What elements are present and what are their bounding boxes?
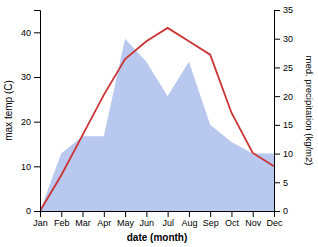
tick: 20 <box>21 117 40 127</box>
tick: 30 <box>274 34 293 44</box>
precip-area <box>40 39 274 211</box>
marks <box>40 28 274 211</box>
x-axis-title: date (month) <box>127 232 188 243</box>
tick-mark <box>274 154 280 155</box>
tick-label: 35 <box>283 5 293 15</box>
tick: 35 <box>274 5 293 15</box>
tick-mark <box>61 211 62 217</box>
tick: Dec <box>266 211 283 228</box>
tick: Jul <box>162 211 174 228</box>
tick-mark <box>104 211 105 217</box>
tick-label: Apr <box>97 218 111 228</box>
tick: 10 <box>274 149 293 159</box>
tick: Oct <box>225 211 240 228</box>
tick-label: 0 <box>26 206 31 216</box>
tick: Jan <box>33 211 48 228</box>
tick-label: Jan <box>33 218 48 228</box>
tick-label: 40 <box>21 28 31 38</box>
tick-mark <box>274 96 280 97</box>
plot-area: JanFebMarAprMayJunJulAugSepOctNovDec0102… <box>3 5 315 243</box>
tick: May <box>117 211 135 228</box>
tick-mark <box>189 211 190 217</box>
y-axis: 0 10 20 30 40 <box>21 11 41 217</box>
tick-label: Jun <box>140 218 155 228</box>
tick-label: Mar <box>75 218 91 228</box>
tick-label: 20 <box>283 92 293 102</box>
tick: 15 <box>274 120 293 130</box>
y2-axis-title: med. precipitation (kg/m2) <box>304 56 315 166</box>
tick-label: Oct <box>225 218 240 228</box>
tick-label: 30 <box>283 34 293 44</box>
tick-mark <box>34 211 40 212</box>
tick: Nov <box>245 211 262 228</box>
tick-label: 10 <box>283 149 293 159</box>
tick-mark <box>274 39 280 40</box>
tick-mark <box>274 125 280 126</box>
tick-label: 10 <box>21 162 31 172</box>
y2-axis: 0 5 10 15 20 25 30 35 <box>274 5 293 216</box>
tick-label: Feb <box>54 218 70 228</box>
tick: Feb <box>54 211 70 228</box>
tick-label: Aug <box>181 218 197 228</box>
tick-label: 20 <box>21 117 31 127</box>
tick: 5 <box>274 178 288 188</box>
tick-mark <box>146 211 147 217</box>
tick: Apr <box>97 211 111 228</box>
tick-label: 25 <box>283 63 293 73</box>
tick: 0 <box>26 206 40 216</box>
tick: 10 <box>21 162 40 172</box>
chart-container: JanFebMarAprMayJunJulAugSepOctNovDec0102… <box>0 0 318 247</box>
tick: Mar <box>75 211 91 228</box>
tick-label: 30 <box>21 72 31 82</box>
tick-label: Dec <box>266 218 283 228</box>
tick-label: 15 <box>283 120 293 130</box>
tick-label: Jul <box>162 218 174 228</box>
tick-mark <box>253 211 254 217</box>
tick-mark <box>34 122 40 123</box>
tick-mark <box>274 10 280 11</box>
axis-line <box>275 11 281 212</box>
tick: Jun <box>140 211 155 228</box>
chart-svg: JanFebMarAprMayJunJulAugSepOctNovDec0102… <box>0 0 318 247</box>
tick-label: 0 <box>283 206 288 216</box>
tick: 20 <box>274 92 293 102</box>
tick: Aug <box>181 211 197 228</box>
tick-mark <box>34 77 40 78</box>
y-axis-title: max temp (C) <box>3 80 14 141</box>
tick-label: Nov <box>245 218 262 228</box>
tick-mark <box>125 211 126 217</box>
tick-label: 5 <box>283 178 288 188</box>
tick-mark <box>210 211 211 217</box>
tick-mark <box>83 211 84 217</box>
tick-mark <box>34 166 40 167</box>
axis-line <box>41 212 275 218</box>
tick: 0 <box>274 206 288 216</box>
tick-mark <box>34 32 40 33</box>
tick: 40 <box>21 28 40 38</box>
temp-line <box>40 28 274 211</box>
tick: 30 <box>21 72 40 82</box>
axis-line <box>34 11 41 212</box>
tick-mark <box>274 67 280 68</box>
tick-label: Sep <box>203 218 219 228</box>
tick-mark <box>231 211 232 217</box>
tick: 25 <box>274 63 293 73</box>
tick-label: May <box>117 218 135 228</box>
tick-mark <box>274 211 280 212</box>
tick-mark <box>168 211 169 217</box>
tick-mark <box>274 182 280 183</box>
tick: Sep <box>203 211 219 228</box>
x-axis: Jan Feb Mar Apr May Jun Jul Aug Sep Oct Nov Dec <box>33 211 283 228</box>
